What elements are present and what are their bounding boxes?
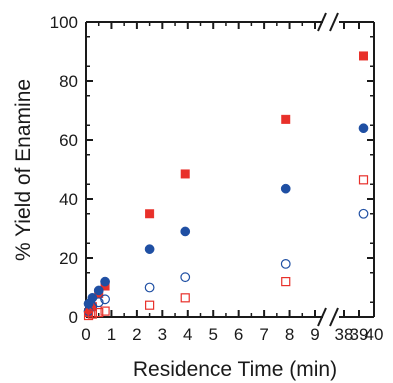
x-tick-label: 5 <box>208 325 217 344</box>
open-square-point <box>87 309 97 319</box>
filled-circle-point <box>280 183 291 194</box>
filled-square-point <box>180 169 190 179</box>
filled-circle-point <box>100 276 110 287</box>
open-circle-point <box>280 259 291 269</box>
open-circle-point <box>358 208 369 219</box>
open-square-point <box>100 306 110 316</box>
x-tick-label: 4 <box>183 325 192 344</box>
x-tick-label: 39 <box>350 325 369 344</box>
x-tick-label: 3 <box>158 325 167 344</box>
axis-break-mark <box>329 12 339 32</box>
y-tick-label: 40 <box>59 190 78 209</box>
axis-break-mark <box>329 307 339 327</box>
ticks <box>85 21 375 318</box>
x-tick-label: 7 <box>259 325 268 344</box>
filled-square-point <box>359 51 368 61</box>
x-tick-label: 8 <box>285 325 294 344</box>
x-tick-label: 2 <box>132 325 141 344</box>
x-tick-label: 0 <box>81 325 90 344</box>
open-square-point <box>180 293 190 303</box>
open-square-point <box>281 277 291 287</box>
x-tick-label: 1 <box>107 325 116 344</box>
filled-circle-point <box>180 226 191 237</box>
open-circle-point <box>180 272 191 283</box>
open-circle-point <box>144 282 155 293</box>
open-circle-point <box>93 297 104 308</box>
y-tick-label: 60 <box>59 131 78 150</box>
filled-circle-point <box>87 292 98 303</box>
x-tick-label: 6 <box>234 325 243 344</box>
x-axis-title: Residence Time (min) <box>133 358 337 381</box>
x-tick-label: 9 <box>310 325 319 344</box>
open-circle-point <box>100 294 110 305</box>
y-tick-label: 20 <box>59 249 78 268</box>
filled-square-point <box>281 114 291 124</box>
x-tick-label: 38 <box>335 325 354 344</box>
filled-circle-point <box>358 123 369 134</box>
x-tick-label: 40 <box>365 325 384 344</box>
y-tick-label: 100 <box>50 13 78 32</box>
open-square-point <box>145 300 155 310</box>
axes <box>85 12 375 327</box>
axis-break-mark <box>317 307 327 327</box>
y-axis-title: % Yield of Enamine <box>12 79 35 261</box>
y-tick-label: 0 <box>69 308 78 327</box>
data-points <box>83 51 369 321</box>
filled-circle-point <box>144 244 155 254</box>
open-square-point <box>94 307 104 318</box>
open-square-point <box>358 175 369 185</box>
filled-circle-point <box>93 285 104 296</box>
axis-break-mark <box>317 12 327 32</box>
filled-square-point <box>145 209 155 219</box>
y-tick-label: 80 <box>59 72 78 91</box>
